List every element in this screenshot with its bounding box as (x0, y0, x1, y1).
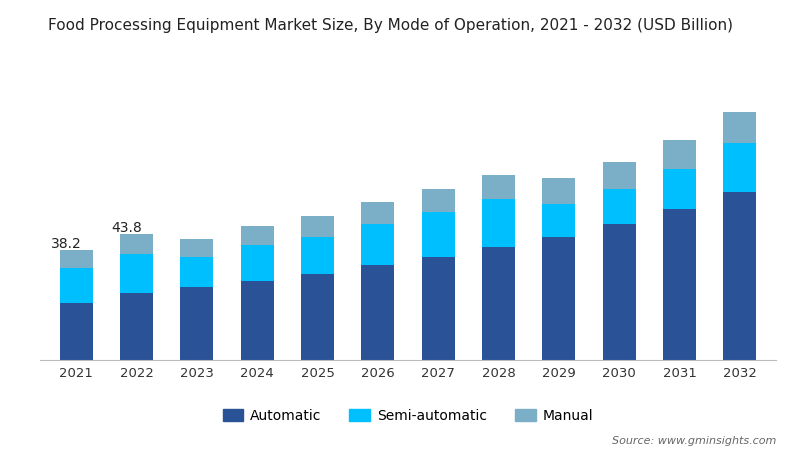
Bar (60, 302, 93, 360)
Bar (362, 224, 394, 265)
Bar (422, 189, 454, 212)
Bar (180, 287, 214, 360)
Text: Source: www.gminsights.com: Source: www.gminsights.com (612, 436, 776, 446)
Bar (663, 209, 696, 360)
Bar (723, 192, 756, 360)
Bar (60, 250, 93, 268)
Bar (241, 281, 274, 360)
Bar (663, 169, 696, 209)
Bar (301, 274, 334, 360)
Bar (422, 212, 454, 256)
Bar (542, 237, 575, 360)
Bar (542, 178, 575, 203)
Legend: Automatic, Semi-automatic, Manual: Automatic, Semi-automatic, Manual (217, 403, 599, 428)
Bar (60, 268, 93, 302)
Bar (180, 239, 214, 256)
Bar (301, 237, 334, 274)
Text: 38.2: 38.2 (51, 237, 82, 251)
Bar (482, 247, 515, 360)
Bar (180, 256, 214, 287)
Text: Food Processing Equipment Market Size, By Mode of Operation, 2021 - 2032 (USD Bi: Food Processing Equipment Market Size, B… (48, 18, 733, 33)
Bar (120, 234, 153, 254)
Bar (422, 256, 454, 360)
Bar (362, 265, 394, 360)
Bar (723, 143, 756, 192)
Bar (362, 202, 394, 224)
Bar (241, 225, 274, 245)
Text: 43.8: 43.8 (111, 221, 142, 235)
Bar (663, 140, 696, 169)
Bar (120, 292, 153, 360)
Bar (542, 203, 575, 237)
Bar (602, 189, 636, 224)
Bar (120, 254, 153, 292)
Bar (723, 112, 756, 143)
Bar (301, 216, 334, 237)
Bar (482, 175, 515, 199)
Bar (602, 162, 636, 189)
Bar (602, 224, 636, 360)
Bar (482, 199, 515, 247)
Bar (241, 245, 274, 281)
